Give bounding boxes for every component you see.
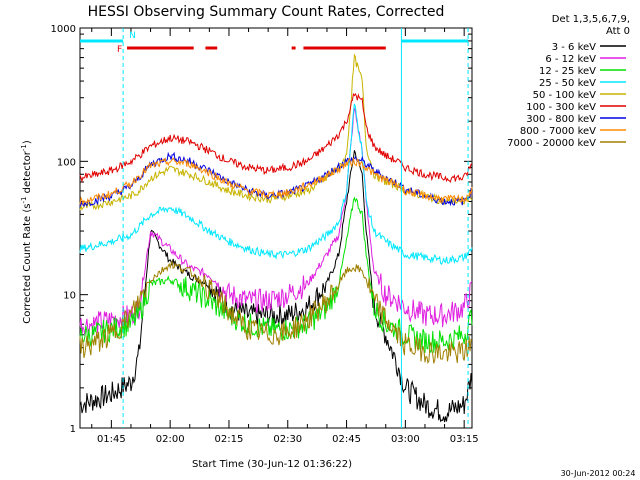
x-tick-label: 03:15 xyxy=(450,434,479,445)
series-line xyxy=(79,151,473,208)
legend-label: 12 - 25 keV xyxy=(539,66,596,77)
series-line xyxy=(79,108,473,337)
legend-header-detectors: Det 1,3,5,6,7,9, xyxy=(552,14,630,25)
x-tick-label: 02:00 xyxy=(156,434,185,445)
x-tick-label: 02:15 xyxy=(215,434,244,445)
date-stamp: 30-Jun-2012 00:24 xyxy=(561,469,636,478)
y-axis-label-part-2: detector xyxy=(22,150,33,196)
y-axis-label-superscript-2: -1 xyxy=(20,144,28,151)
chart-title: HESSI Observing Summary Count Rates, Cor… xyxy=(88,4,445,20)
flare-marker-label: F xyxy=(117,45,122,55)
y-tick-label: 100 xyxy=(57,157,76,168)
legend-label: 800 - 7000 keV xyxy=(520,126,596,137)
series-line xyxy=(79,196,473,354)
x-tick-label: 01:45 xyxy=(97,434,126,445)
plot-frame xyxy=(79,27,473,429)
x-tick-label: 02:45 xyxy=(332,434,361,445)
y-axis-label-superscript-1: -1 xyxy=(20,197,28,204)
legend-label: 300 - 800 keV xyxy=(526,114,596,125)
y-axis-label-part-3: ) xyxy=(22,140,33,144)
y-axis-label-part-1: Corrected Count Rate (s xyxy=(22,204,33,324)
series-line xyxy=(79,92,473,184)
x-axis-label: Start Time (30-Jun-12 01:36:22) xyxy=(192,459,352,470)
legend-label: 6 - 12 keV xyxy=(545,54,596,65)
y-tick-label: 1 xyxy=(70,424,76,435)
series-line xyxy=(79,260,473,364)
night-marker-label: N xyxy=(129,31,136,41)
y-axis-label: Corrected Count Rate (s-1 detector-1) xyxy=(20,140,33,324)
legend-label: 3 - 6 keV xyxy=(552,42,596,53)
y-tick-label: 1000 xyxy=(51,24,76,35)
legend-label: 100 - 300 keV xyxy=(526,102,596,113)
legend-label: 25 - 50 keV xyxy=(539,78,596,89)
legend-label: 50 - 100 keV xyxy=(533,90,597,101)
y-tick-label: 10 xyxy=(63,291,76,302)
series-line xyxy=(79,150,473,423)
legend-header-attenuator: Att 0 xyxy=(606,26,630,37)
x-tick-label: 03:00 xyxy=(391,434,420,445)
legend-label: 7000 - 20000 keV xyxy=(507,138,596,149)
series-line xyxy=(79,103,473,266)
series-line xyxy=(79,156,473,207)
x-tick-label: 02:30 xyxy=(273,434,302,445)
series-line xyxy=(79,53,473,211)
